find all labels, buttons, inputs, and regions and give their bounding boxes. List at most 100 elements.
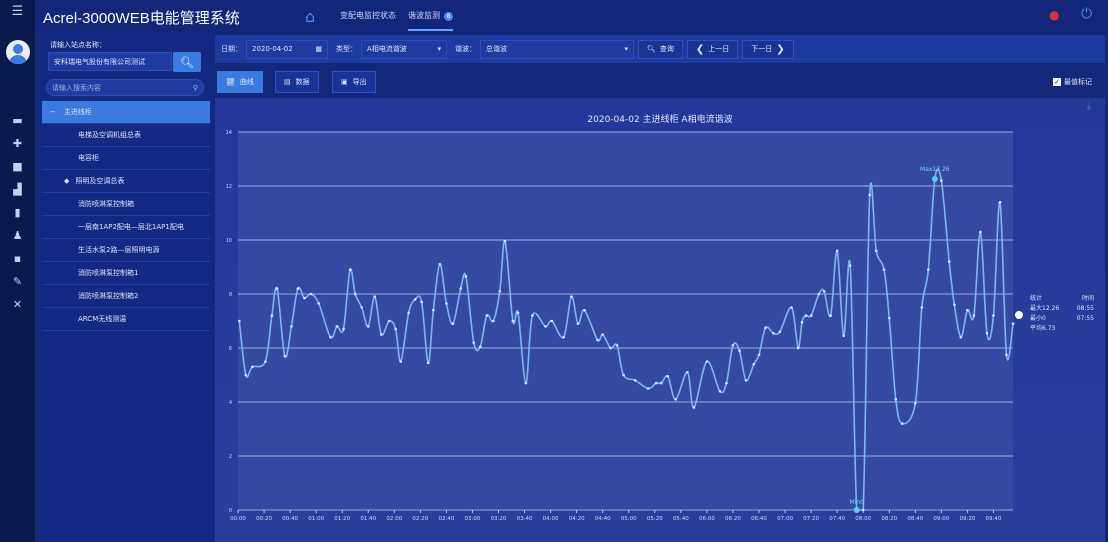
- data-point: [725, 381, 728, 385]
- alarm-icon[interactable]: ●: [1049, 8, 1060, 22]
- site-panel: 请输入站点名称： 安科瑞电气股份有限公司测试 🔍︎ 请输入搜索内容 ⚲ − 主进线柜…: [38, 32, 212, 542]
- x-tick-label: 08:40: [907, 516, 923, 522]
- min-label: Min0: [849, 499, 864, 506]
- data-point: [451, 322, 455, 325]
- tree-item[interactable]: 消防喷淋泵控制箱: [42, 193, 210, 216]
- chart-title: 2020-04-02 主进线柜 A相电流谐波: [587, 115, 733, 125]
- tree-item[interactable]: 消防喷淋泵控制箱1: [42, 262, 210, 285]
- date-picker[interactable]: 2020-04-02 ▦: [246, 39, 328, 59]
- data-point: [438, 263, 442, 266]
- tree-item-label: 照明及空调总表: [75, 177, 125, 185]
- data-point: [309, 292, 313, 296]
- tab-data[interactable]: ▤ 数据: [275, 71, 319, 93]
- site-input[interactable]: 安科瑞电气股份有限公司测试: [48, 52, 172, 71]
- tree-search-input[interactable]: 请输入搜索内容 ⚲: [46, 79, 204, 96]
- data-point: [992, 314, 995, 317]
- download-icon[interactable]: ⤓: [1087, 102, 1091, 112]
- y-tick-label: 4: [229, 400, 232, 406]
- tree-item[interactable]: 一层南1AP2配电—层北1AP1配电: [42, 216, 210, 239]
- data-point: [426, 361, 430, 365]
- power-icon[interactable]: ⏻: [1081, 6, 1093, 22]
- y-tick-label: 6: [229, 346, 232, 352]
- tree-item[interactable]: ARCM无线测温: [42, 308, 210, 331]
- prev-day-button[interactable]: ❮ 上一日: [686, 39, 739, 59]
- data-point: [491, 319, 495, 323]
- data-point: [1011, 322, 1015, 325]
- next-day-button[interactable]: 下一日 ❯: [742, 39, 794, 59]
- data-point: [583, 308, 586, 312]
- x-tick-label: 09:00: [933, 516, 949, 522]
- data-point: [744, 379, 748, 382]
- puzzle-icon[interactable]: ✚: [12, 137, 23, 150]
- tree-item[interactable]: 消防喷淋泵控制箱2: [42, 285, 210, 308]
- x-tick-label: 04:20: [569, 516, 585, 522]
- data-point: [654, 381, 658, 385]
- site-search-button[interactable]: 🔍︎: [173, 52, 201, 72]
- data-point: [953, 303, 956, 307]
- tools-icon[interactable]: ✕: [12, 298, 23, 311]
- app-title: Acrel-3000WEB电能管理系统: [43, 10, 240, 27]
- tree-item[interactable]: ◆ 照明及空调总表: [42, 170, 210, 193]
- data-point: [822, 290, 826, 293]
- data-point: [985, 331, 989, 335]
- x-tick-label: 07:00: [777, 516, 793, 522]
- home-icon[interactable]: ⌂: [305, 7, 316, 26]
- data-point: [360, 306, 364, 309]
- icon-rail: ☰ ▬ ✚ ■ ▟ ▮ ♟ ▪ ✎ ✕: [0, 0, 35, 542]
- x-tick-label: 00:40: [282, 516, 298, 522]
- data-point: [576, 322, 580, 325]
- data-point: [596, 338, 599, 342]
- data-point: [882, 268, 886, 271]
- tab-export[interactable]: ▣ 导出: [332, 71, 376, 93]
- prev-label: 上一日: [708, 45, 730, 53]
- search-icon: ⚲: [192, 83, 198, 92]
- tree-item[interactable]: 生活水泵2路—层照明电源: [42, 239, 210, 262]
- user-icon[interactable]: ♟: [12, 229, 23, 242]
- site-tree: − 主进线柜 电梯及空调机组总表 电容柜 ◆ 照明及空调总表 消防喷淋泵控制箱 一层…: [42, 101, 210, 331]
- folder-icon[interactable]: ■: [12, 160, 23, 173]
- data-point: [394, 327, 397, 331]
- data-point: [244, 373, 248, 377]
- data-point: [894, 398, 898, 401]
- edit-icon[interactable]: ✎: [12, 275, 23, 288]
- type-select[interactable]: A相电流谐波 ▾: [361, 39, 447, 59]
- data-point: [804, 314, 808, 317]
- tab-curve[interactable]: 📈︎ 曲线: [217, 71, 263, 93]
- data-point: [511, 319, 515, 323]
- data-point: [842, 334, 845, 338]
- x-tick-label: 07:20: [803, 516, 819, 522]
- data-point: [498, 290, 502, 293]
- tab-label: 谐波监测: [408, 11, 440, 20]
- tab-substation-status[interactable]: 变配电监控状态: [340, 11, 396, 20]
- harmonic-select[interactable]: 总谐波 ▾: [480, 39, 634, 59]
- tree-item[interactable]: 电梯及空调机组总表: [42, 124, 210, 147]
- data-point: [861, 508, 865, 512]
- avatar[interactable]: [6, 40, 30, 64]
- x-tick-label: 09:20: [959, 516, 975, 522]
- plot-area: [238, 132, 1013, 510]
- camera-icon[interactable]: ▪: [13, 252, 22, 265]
- main-panel: 日期： 2020-04-02 ▦ 类型： A相电流谐波 ▾ 谐波： 总谐波 ▾ 🔍︎ 查…: [215, 32, 1105, 542]
- data-point: [296, 287, 300, 290]
- data-point: [998, 200, 1002, 204]
- node-icon: ◆: [64, 177, 70, 185]
- data-point: [692, 406, 696, 409]
- tree-item[interactable]: − 主进线柜: [42, 101, 210, 124]
- tree-item[interactable]: 电容柜: [42, 147, 210, 170]
- max-label: Max12.26: [920, 166, 950, 173]
- collapse-icon: −: [50, 108, 56, 116]
- query-button[interactable]: 🔍︎ 查询: [638, 39, 683, 59]
- x-tick-label: 00:00: [230, 516, 246, 522]
- menu-icon[interactable]: ☰: [11, 4, 24, 19]
- data-point: [290, 325, 293, 328]
- tab-harmonic-monitor[interactable]: 谐波监测 8: [408, 10, 453, 31]
- document-icon[interactable]: ▮: [14, 206, 21, 219]
- chat-icon[interactable]: ▬: [12, 114, 23, 127]
- bar-chart-icon[interactable]: ▟: [13, 183, 22, 196]
- data-point: [835, 249, 839, 253]
- data-point: [562, 335, 565, 339]
- extreme-mark-checkbox[interactable]: ✓ 最值标记: [1053, 77, 1092, 87]
- data-point: [329, 335, 332, 339]
- tab-label: 导出: [352, 78, 367, 86]
- data-point: [790, 306, 793, 309]
